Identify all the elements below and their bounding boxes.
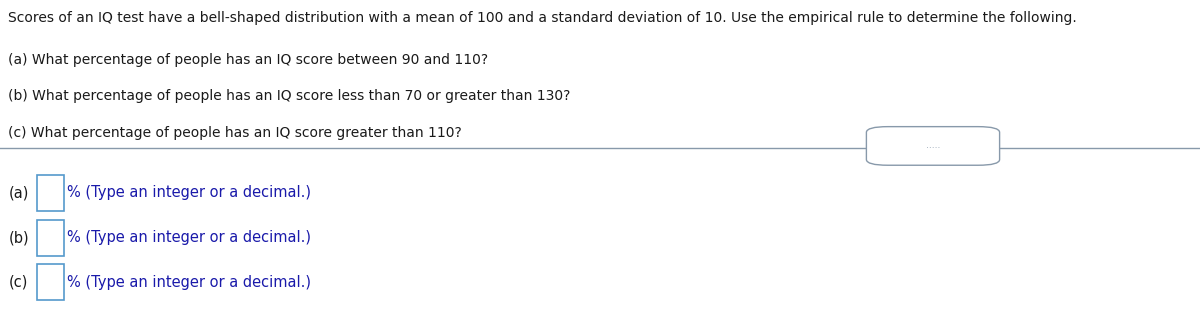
FancyBboxPatch shape bbox=[37, 220, 64, 256]
FancyBboxPatch shape bbox=[37, 175, 64, 211]
Text: % (Type an integer or a decimal.): % (Type an integer or a decimal.) bbox=[67, 275, 311, 290]
FancyBboxPatch shape bbox=[37, 264, 64, 300]
Text: (a) What percentage of people has an IQ score between 90 and 110?: (a) What percentage of people has an IQ … bbox=[8, 53, 488, 67]
Text: Scores of an IQ test have a bell-shaped distribution with a mean of 100 and a st: Scores of an IQ test have a bell-shaped … bbox=[8, 11, 1078, 25]
Text: .....: ..... bbox=[926, 141, 940, 151]
Text: (c) What percentage of people has an IQ score greater than 110?: (c) What percentage of people has an IQ … bbox=[8, 126, 462, 140]
Text: % (Type an integer or a decimal.): % (Type an integer or a decimal.) bbox=[67, 185, 311, 201]
Text: (a): (a) bbox=[8, 185, 29, 201]
Text: (b) What percentage of people has an IQ score less than 70 or greater than 130?: (b) What percentage of people has an IQ … bbox=[8, 89, 571, 103]
Text: (c): (c) bbox=[8, 275, 28, 290]
Text: (b): (b) bbox=[8, 230, 29, 245]
FancyBboxPatch shape bbox=[866, 127, 1000, 165]
Text: % (Type an integer or a decimal.): % (Type an integer or a decimal.) bbox=[67, 230, 311, 245]
